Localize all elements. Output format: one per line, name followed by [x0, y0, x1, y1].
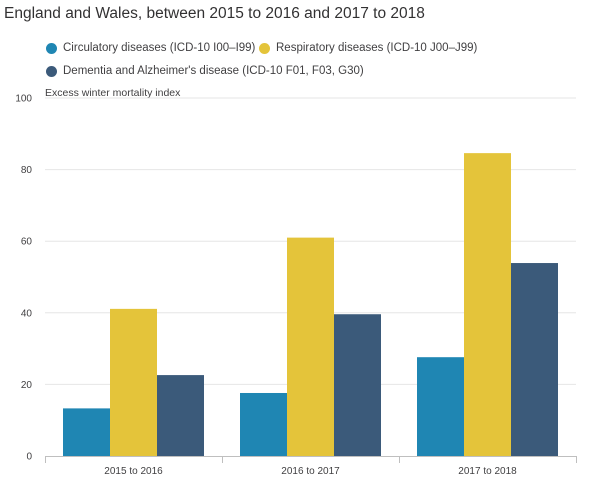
x-tick-label: 2015 to 2016	[104, 466, 163, 477]
y-tick-label: 100	[15, 94, 32, 105]
bars	[63, 153, 558, 456]
y-tick-label: 20	[21, 380, 33, 391]
bar[interactable]	[334, 314, 381, 456]
legend-swatch-circulatory	[46, 42, 57, 54]
legend-item-respiratory[interactable]: Respiratory diseases (ICD-10 J00–J99)	[259, 42, 477, 54]
legend-item-dementia[interactable]: Dementia and Alzheimer's disease (ICD-10…	[46, 65, 364, 77]
chart-title: England and Wales, between 2015 to 2016 …	[4, 5, 425, 22]
bar[interactable]	[63, 408, 110, 456]
bar[interactable]	[240, 392, 287, 456]
x-axis: 2015 to 2016 2016 to 2017 2017 to 2018	[45, 456, 577, 477]
bar[interactable]	[464, 153, 511, 456]
x-tick-label: 2017 to 2018	[458, 466, 517, 477]
y-tick-label: 40	[21, 308, 33, 319]
chart-legend: Circulatory diseases (ICD-10 I00–I99) Re…	[0, 0, 591, 90]
y-tick-label: 60	[21, 237, 33, 248]
bar[interactable]	[110, 308, 157, 456]
y-axis-ticks: 0 20 40 60 80 100	[15, 94, 32, 463]
legend-label-respiratory: Respiratory diseases (ICD-10 J00–J99)	[276, 42, 478, 54]
bar[interactable]	[417, 357, 464, 456]
x-tick-label: 2016 to 2017	[281, 466, 340, 477]
bar[interactable]	[157, 375, 204, 456]
legend-swatch-dementia	[46, 65, 57, 77]
legend-item-circulatory[interactable]: Circulatory diseases (ICD-10 I00–I99)	[46, 42, 255, 54]
y-axis-label: Excess winter mortality index	[45, 87, 181, 99]
legend-swatch-respiratory	[259, 42, 270, 54]
bar[interactable]	[511, 263, 558, 456]
y-tick-label: 80	[21, 165, 33, 176]
legend-label-circulatory: Circulatory diseases (ICD-10 I00–I99)	[63, 42, 256, 54]
y-tick-label: 0	[26, 452, 32, 463]
legend-label-dementia: Dementia and Alzheimer's disease (ICD-10…	[63, 65, 364, 77]
bar[interactable]	[287, 237, 334, 456]
